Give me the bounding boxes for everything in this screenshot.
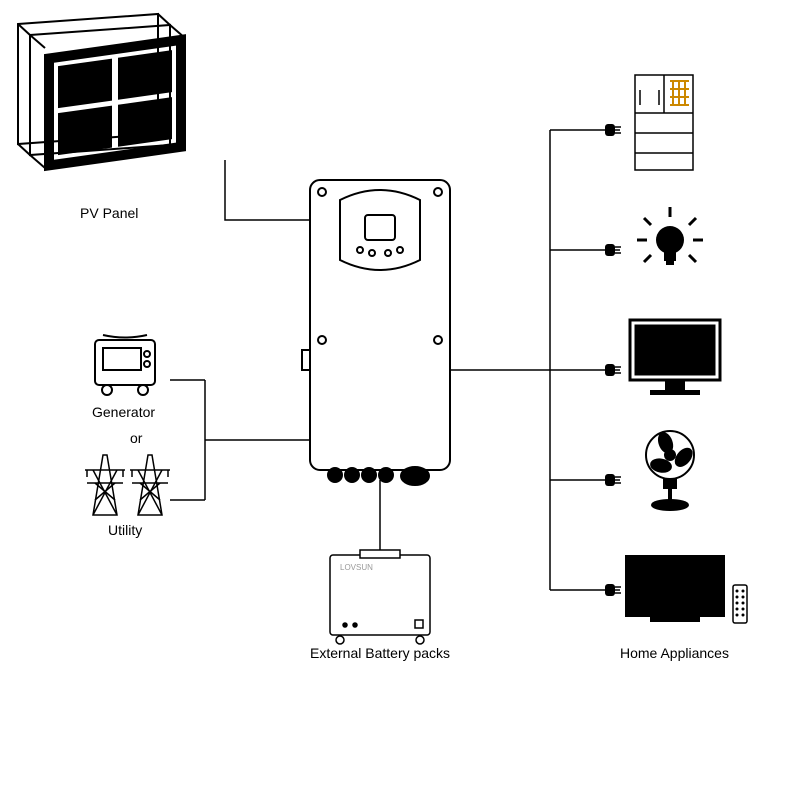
plug-icons <box>605 124 621 596</box>
generator-icon <box>95 335 155 395</box>
fan-icon <box>646 431 695 510</box>
edge-pv-inverter <box>225 160 310 220</box>
appliances-label: Home Appliances <box>620 645 729 661</box>
system-diagram: LOVSUN <box>0 0 800 800</box>
pv-panel-icon <box>18 14 185 170</box>
tv-icon <box>625 555 747 623</box>
battery-label: External Battery packs <box>310 645 450 661</box>
inverter-icon <box>302 180 450 485</box>
pv-panel-label: PV Panel <box>80 205 138 221</box>
refrigerator-icon <box>635 75 693 170</box>
monitor-icon <box>630 320 720 395</box>
generator-label: Generator <box>92 404 155 420</box>
utility-icon <box>85 455 170 515</box>
or-label: or <box>130 430 142 446</box>
light-bulb-icon <box>637 207 703 265</box>
svg-text:LOVSUN: LOVSUN <box>340 563 373 572</box>
battery-icon: LOVSUN <box>330 550 430 644</box>
utility-label: Utility <box>108 522 142 538</box>
